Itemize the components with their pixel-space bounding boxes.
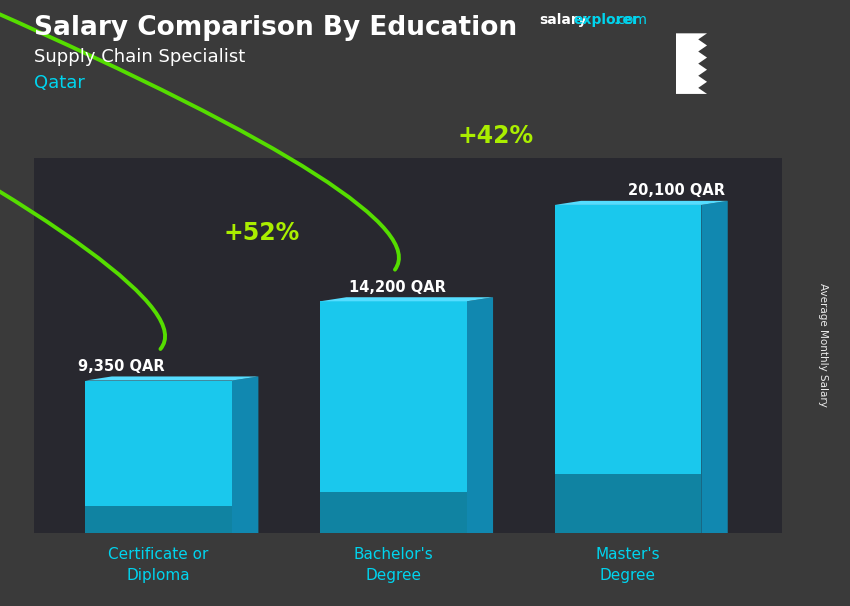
Polygon shape	[85, 381, 232, 533]
Text: 9,350 QAR: 9,350 QAR	[78, 359, 165, 374]
Polygon shape	[555, 205, 701, 533]
Polygon shape	[555, 474, 701, 533]
Text: Average Monthly Salary: Average Monthly Salary	[818, 284, 828, 407]
Text: salary: salary	[540, 13, 587, 27]
Polygon shape	[320, 491, 467, 533]
Polygon shape	[701, 201, 728, 533]
Polygon shape	[320, 301, 467, 533]
Text: .com: .com	[614, 13, 648, 27]
Text: Qatar: Qatar	[34, 74, 85, 92]
Polygon shape	[85, 376, 258, 381]
Polygon shape	[555, 201, 728, 205]
Polygon shape	[320, 297, 493, 301]
Polygon shape	[676, 33, 707, 94]
Polygon shape	[85, 506, 232, 533]
Text: explorer: explorer	[574, 13, 639, 27]
Text: Supply Chain Specialist: Supply Chain Specialist	[34, 48, 246, 67]
Text: 14,200 QAR: 14,200 QAR	[349, 280, 446, 295]
Text: +52%: +52%	[224, 221, 299, 245]
Text: Salary Comparison By Education: Salary Comparison By Education	[34, 15, 517, 41]
Text: 20,100 QAR: 20,100 QAR	[628, 184, 725, 198]
Polygon shape	[467, 297, 493, 533]
Polygon shape	[232, 376, 258, 533]
Text: +42%: +42%	[458, 124, 534, 148]
